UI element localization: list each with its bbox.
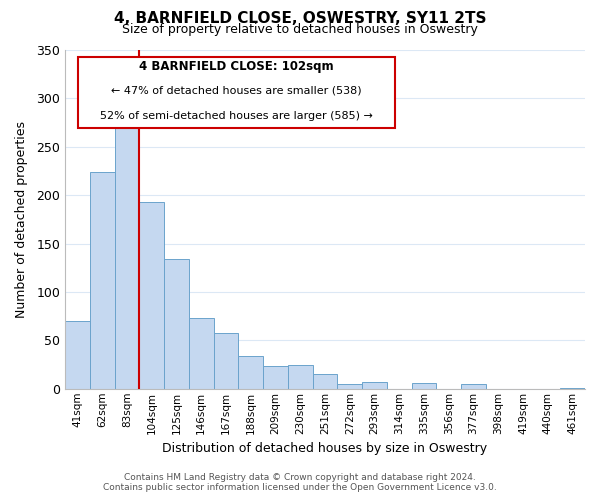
Bar (263, 366, 288, 389)
Y-axis label: Number of detached properties: Number of detached properties (15, 121, 28, 318)
Bar (65, 321, 90, 389)
Text: ← 47% of detached houses are smaller (538): ← 47% of detached houses are smaller (53… (112, 86, 362, 96)
Bar (362, 382, 387, 389)
Text: Size of property relative to detached houses in Oswestry: Size of property relative to detached ho… (122, 22, 478, 36)
Bar (90, 172, 115, 389)
FancyBboxPatch shape (78, 57, 395, 128)
X-axis label: Distribution of detached houses by size in Oswestry: Distribution of detached houses by size … (163, 442, 488, 455)
Bar (461, 384, 486, 389)
Text: 52% of semi-detached houses are larger (585) →: 52% of semi-detached houses are larger (… (100, 111, 373, 121)
Bar (189, 318, 214, 389)
Bar (214, 332, 238, 389)
Bar (238, 356, 263, 389)
Text: 4, BARNFIELD CLOSE, OSWESTRY, SY11 2TS: 4, BARNFIELD CLOSE, OSWESTRY, SY11 2TS (114, 11, 486, 26)
Bar (115, 118, 139, 389)
Bar (313, 374, 337, 389)
Bar (139, 202, 164, 389)
Bar (560, 388, 585, 389)
Bar (412, 383, 436, 389)
Text: 4 BARNFIELD CLOSE: 102sqm: 4 BARNFIELD CLOSE: 102sqm (139, 60, 334, 73)
Text: Contains HM Land Registry data © Crown copyright and database right 2024.
Contai: Contains HM Land Registry data © Crown c… (103, 473, 497, 492)
Bar (288, 364, 313, 389)
Bar (164, 259, 189, 389)
Bar (337, 384, 362, 389)
